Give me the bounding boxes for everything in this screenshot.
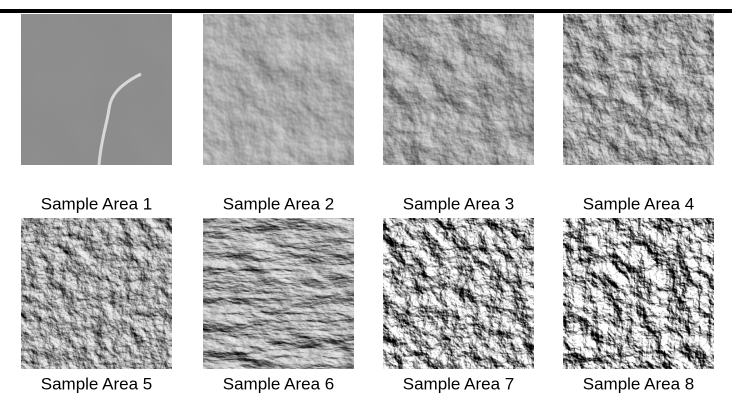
terrain-image xyxy=(383,218,534,369)
caption: Sample Area 7 xyxy=(403,374,515,393)
caption: Sample Area 3 xyxy=(403,194,515,213)
terrain-image xyxy=(563,218,714,369)
caption: Sample Area 2 xyxy=(223,194,335,213)
terrain-image xyxy=(203,14,354,165)
caption: Sample Area 1 xyxy=(41,194,153,213)
page: {"figure": {"panels": [ {"caption": "Sam… xyxy=(0,0,732,400)
caption: Sample Area 6 xyxy=(223,374,335,393)
top-rule xyxy=(0,9,732,13)
caption: Sample Area 8 xyxy=(583,374,695,393)
terrain-image xyxy=(383,14,534,165)
caption: Sample Area 4 xyxy=(583,194,695,213)
terrain-image xyxy=(563,14,714,165)
terrain-image xyxy=(21,218,172,369)
terrain-image xyxy=(203,218,354,369)
caption: Sample Area 5 xyxy=(41,374,153,393)
figure: Sample Area 1 Sample Area 2 Sample Area 3 S… xyxy=(0,0,732,400)
terrain-image xyxy=(21,14,172,165)
